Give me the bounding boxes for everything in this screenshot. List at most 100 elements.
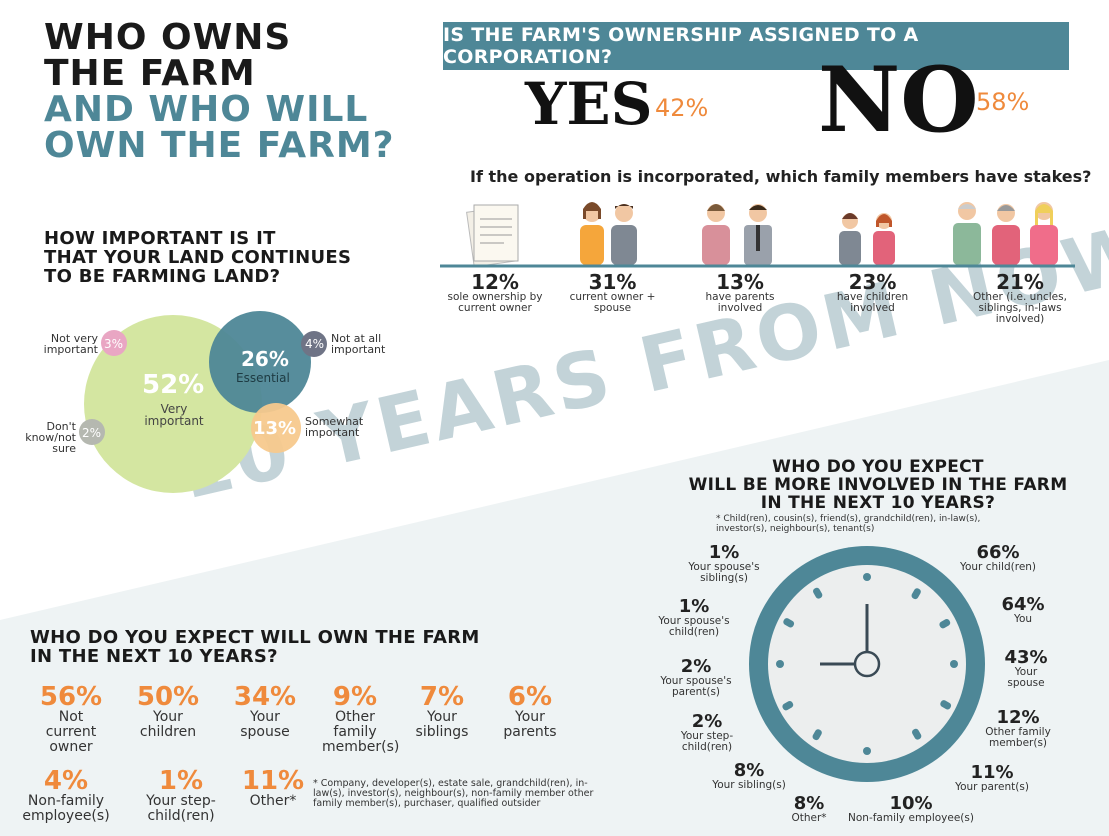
involved-label: Your spouse's sibling(s) (688, 561, 760, 584)
own-percent: 6% (507, 682, 553, 712)
involved-footnote: * Child(ren), cousin(s), friend(s), gran… (716, 514, 981, 534)
involved-label: Your spouse (1007, 666, 1045, 689)
own-footnote: * Company, developer(s), estate sale, gr… (313, 778, 594, 809)
stake-percent: 31% (588, 270, 637, 294)
own-item-9: 11% Other* (238, 768, 308, 809)
stake-percent: 13% (716, 270, 764, 294)
stakes-illustrations (440, 202, 1075, 268)
importance-question: HOW IMPORTANT IS IT THAT YOUR LAND CONTI… (44, 229, 351, 286)
own-item-3: 34% Your spouse (226, 684, 304, 740)
involved-right-4: 12% Other family member(s) (980, 709, 1056, 749)
involved-question-line-3: IN THE NEXT 10 YEARS? (760, 493, 996, 513)
very-important-label: Very important (144, 402, 204, 428)
no-word: NO (818, 47, 979, 153)
stake-label: sole ownership by current owner (447, 291, 543, 314)
involved-percent: 1% (678, 596, 710, 617)
involved-percent: 10% (889, 793, 933, 814)
parents-icon (702, 204, 772, 265)
dont-know-percent: 2% (82, 426, 102, 440)
own-label: Your children (139, 709, 197, 740)
involved-label: Non-family employee(s) (848, 812, 974, 824)
stake-item-4: 23% have children involved (825, 272, 920, 314)
importance-question-line-2: THAT YOUR LAND CONTINUES (44, 247, 352, 268)
own-item-1: 56% Not current owner (26, 684, 116, 755)
own-label: Other family member(s) (322, 709, 400, 755)
essential-percent: 26% (241, 347, 289, 371)
own-percent: 1% (158, 766, 204, 796)
involved-right-1: 66% Your child(ren) (958, 544, 1038, 573)
involved-right-2: 64% You (995, 596, 1051, 625)
no-percent: 58% (976, 88, 1030, 116)
bubble-not-very-important (101, 330, 127, 356)
involved-label: Your sibling(s) (712, 779, 786, 791)
involved-question-line-2: WILL BE MORE INVOLVED IN THE FARM (688, 475, 1068, 495)
very-important-percent: 52% (142, 370, 205, 400)
involved-left-3: 2% Your spouse's parent(s) (654, 658, 738, 698)
involved-percent: 66% (976, 542, 1020, 563)
involved-percent: 8% (733, 760, 765, 781)
essential-label: Essential (236, 371, 290, 385)
involved-right-5: 11% Your parent(s) (946, 764, 1038, 793)
clock-icon (749, 546, 985, 782)
own-label: Your parents (503, 709, 557, 740)
involved-percent: 64% (1001, 594, 1045, 615)
involved-percent: 2% (691, 711, 723, 732)
bubble-somewhat-important (251, 403, 301, 453)
bubble-dont-know (79, 419, 105, 445)
own-percent: 56% (39, 682, 103, 712)
stake-label: have parents involved (705, 291, 775, 314)
stake-item-2: 31% current owner + spouse (560, 272, 665, 314)
own-percent: 34% (233, 682, 297, 712)
own-question-line-1: WHO DO YOU EXPECT WILL OWN THE FARM (30, 627, 480, 648)
stake-label: have children involved (836, 291, 909, 314)
own-label: Not current owner (45, 709, 97, 755)
involved-left-1: 1% Your spouse's sibling(s) (682, 544, 766, 584)
own-item-5: 7% Your siblings (404, 684, 480, 740)
stakes-question: If the operation is incorporated, which … (470, 167, 1092, 186)
somewhat-label: Somewhat important (305, 415, 364, 439)
stake-label: current owner + spouse (569, 291, 656, 314)
own-item-2: 50% Your children (128, 684, 208, 740)
own-question-line-2: IN THE NEXT 10 YEARS? (30, 646, 278, 667)
corporation-banner: IS THE FARM'S OWNERSHIP ASSIGNED TO A CO… (443, 22, 1069, 70)
yes-word: YES (525, 70, 653, 138)
involved-percent: 2% (680, 656, 712, 677)
involved-label: Your spouse's child(ren) (658, 615, 730, 638)
own-percent: 50% (136, 682, 200, 712)
involved-left-6: 8% Other* (784, 795, 834, 824)
own-label: Your spouse (240, 709, 290, 740)
involved-left-5: 8% Your sibling(s) (704, 762, 794, 791)
importance-question-line-3: TO BE FARMING LAND? (44, 266, 281, 287)
involved-question-line-1: WHO DO YOU EXPECT (772, 457, 984, 477)
not-very-label: Not very important (43, 332, 98, 356)
own-item-7: 4% Non-family employee(s) (18, 768, 114, 824)
title-line-2: THE FARM (44, 53, 256, 94)
not-very-percent: 3% (104, 337, 124, 351)
document-icon (466, 204, 519, 268)
not-at-all-label: Not at all important (331, 332, 386, 356)
couple-icon (580, 202, 637, 265)
stake-label: Other (i.e. uncles, siblings, in-laws in… (973, 291, 1067, 325)
involved-percent: 1% (708, 542, 740, 563)
importance-question-line-1: HOW IMPORTANT IS IT (44, 228, 276, 249)
own-percent: 11% (241, 766, 305, 796)
involved-percent: 8% (793, 793, 825, 814)
stake-item-5: 21% Other (i.e. uncles, siblings, in-law… (965, 272, 1075, 325)
not-at-all-percent: 4% (305, 337, 325, 351)
own-label: Other* (249, 793, 297, 809)
own-question: WHO DO YOU EXPECT WILL OWN THE FARM IN T… (30, 628, 480, 666)
involved-left-2: 1% Your spouse's child(ren) (652, 598, 736, 638)
relatives-icon (953, 202, 1058, 265)
involved-left-4: 2% Your step-child(ren) (674, 713, 740, 753)
involved-right-6: 10% Non-family employee(s) (836, 795, 986, 824)
involved-label: Your spouse's parent(s) (660, 675, 732, 698)
stake-item-3: 13% have parents involved (690, 272, 790, 314)
involved-label: Your parent(s) (955, 781, 1029, 793)
own-percent: 7% (419, 682, 465, 712)
involved-label: Other* (791, 812, 827, 824)
involved-label: Your step-child(ren) (680, 730, 734, 753)
involved-label: Other family member(s) (985, 726, 1051, 749)
stake-percent: 21% (996, 270, 1044, 294)
involved-question: WHO DO YOU EXPECT WILL BE MORE INVOLVED … (688, 458, 1068, 512)
importance-bubbles (79, 311, 327, 493)
